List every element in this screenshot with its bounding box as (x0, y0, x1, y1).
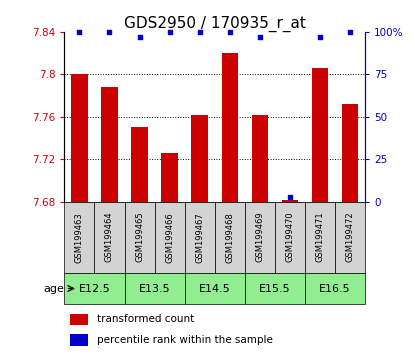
FancyBboxPatch shape (155, 202, 185, 273)
Bar (312, 68, 328, 202)
FancyBboxPatch shape (275, 202, 305, 273)
Text: GSM199468: GSM199468 (225, 212, 234, 263)
Bar (71, 74, 88, 202)
FancyBboxPatch shape (245, 202, 275, 273)
FancyBboxPatch shape (185, 202, 215, 273)
FancyBboxPatch shape (185, 273, 245, 304)
Text: percentile rank within the sample: percentile rank within the sample (98, 335, 273, 345)
Bar (251, 115, 268, 202)
Text: GSM199471: GSM199471 (315, 212, 325, 263)
Text: E16.5: E16.5 (319, 284, 351, 293)
FancyBboxPatch shape (245, 273, 305, 304)
Bar (70, 334, 88, 346)
Point (166, 29, 173, 35)
Text: E15.5: E15.5 (259, 284, 291, 293)
Point (196, 29, 203, 35)
Bar (101, 87, 118, 202)
Bar (161, 153, 178, 202)
Bar (282, 200, 298, 202)
Point (317, 34, 323, 40)
FancyBboxPatch shape (305, 202, 335, 273)
Point (256, 34, 263, 40)
Text: GSM199465: GSM199465 (135, 212, 144, 263)
Text: age: age (44, 284, 64, 293)
Bar (70, 314, 88, 325)
Text: E14.5: E14.5 (199, 284, 231, 293)
FancyBboxPatch shape (95, 202, 124, 273)
Point (227, 29, 233, 35)
Text: GSM199470: GSM199470 (286, 212, 295, 263)
FancyBboxPatch shape (64, 273, 124, 304)
Point (136, 34, 143, 40)
Text: E12.5: E12.5 (78, 284, 110, 293)
Bar (222, 53, 238, 202)
Point (76, 29, 83, 35)
Text: GSM199466: GSM199466 (165, 212, 174, 263)
Text: GSM199467: GSM199467 (195, 212, 204, 263)
FancyBboxPatch shape (215, 202, 245, 273)
Text: E13.5: E13.5 (139, 284, 171, 293)
Point (347, 29, 354, 35)
FancyBboxPatch shape (124, 273, 185, 304)
Text: GSM199472: GSM199472 (346, 212, 355, 263)
Bar (191, 115, 208, 202)
Bar (342, 104, 359, 202)
Point (287, 194, 293, 200)
Text: GSM199463: GSM199463 (75, 212, 84, 263)
Bar (131, 127, 148, 202)
FancyBboxPatch shape (305, 273, 365, 304)
Text: GSM199469: GSM199469 (255, 212, 264, 263)
Title: GDS2950 / 170935_r_at: GDS2950 / 170935_r_at (124, 16, 306, 32)
FancyBboxPatch shape (335, 202, 365, 273)
Text: GSM199464: GSM199464 (105, 212, 114, 263)
Text: transformed count: transformed count (98, 314, 195, 324)
Point (106, 29, 113, 35)
FancyBboxPatch shape (64, 202, 95, 273)
FancyBboxPatch shape (124, 202, 155, 273)
